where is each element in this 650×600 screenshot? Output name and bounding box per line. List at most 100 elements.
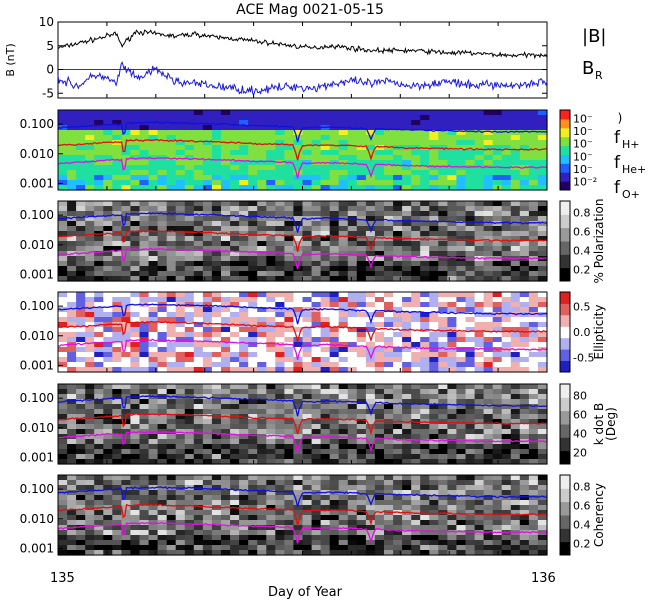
- heatmap-cell: [112, 444, 122, 450]
- heatmap-cell: [184, 185, 195, 191]
- heatmap-cell: [356, 135, 367, 141]
- heatmap-cell: [202, 505, 213, 511]
- heatmap-cell: [356, 246, 367, 252]
- heatmap-cell: [438, 271, 448, 277]
- heatmap-cell: [492, 394, 503, 400]
- heatmap-cell: [221, 530, 231, 536]
- heatmap-cell: [384, 394, 394, 400]
- heatmap-cell: [365, 530, 376, 536]
- heatmap-cell: [230, 444, 240, 450]
- heatmap-cell: [519, 276, 530, 282]
- heatmap-cell: [420, 170, 430, 176]
- heatmap-cell: [230, 216, 240, 222]
- heatmap-cell: [474, 226, 485, 232]
- heatmap-cell: [85, 550, 95, 556]
- heatmap-cell: [193, 271, 204, 277]
- heatmap-cell: [384, 414, 394, 420]
- heatmap-cell: [221, 165, 231, 171]
- heatmap-cell: [211, 271, 222, 277]
- heatmap-cell: [266, 231, 276, 237]
- heatmap-cell: [438, 226, 448, 232]
- heatmap-cell: [230, 510, 240, 516]
- heatmap-cell: [193, 201, 204, 207]
- heatmap-cell: [447, 525, 458, 531]
- heatmap-cell: [130, 160, 141, 166]
- heatmap-cell: [311, 261, 322, 267]
- heatmap-cell: [447, 500, 458, 506]
- heatmap-cell: [139, 221, 150, 227]
- colorbar-segment: [560, 397, 570, 412]
- heatmap-cell: [519, 271, 530, 277]
- heatmap-cell: [365, 180, 376, 186]
- heatmap-cell: [293, 394, 304, 400]
- heatmap-cell: [202, 266, 213, 272]
- heatmap-cell: [85, 150, 95, 156]
- heatmap-cell: [85, 485, 95, 491]
- heatmap-cell: [501, 357, 512, 363]
- heatmap-cell: [384, 266, 394, 272]
- y-tick-label: 0.001: [20, 267, 54, 281]
- heatmap-cell: [347, 459, 358, 465]
- heatmap-cell: [374, 271, 385, 277]
- heatmap-cell: [492, 231, 503, 237]
- heatmap-cell: [76, 317, 86, 323]
- heatmap-cell: [112, 347, 122, 353]
- heatmap-cell: [338, 206, 349, 212]
- heatmap-cell: [76, 337, 86, 343]
- f-o-line: [57, 247, 548, 270]
- heatmap-cell: [67, 110, 77, 116]
- heatmap-cell: [85, 170, 95, 176]
- heatmap-cell: [374, 261, 385, 267]
- heatmap-cell: [320, 276, 331, 282]
- heatmap-cell: [447, 216, 458, 222]
- heatmap-cell: [447, 206, 458, 212]
- heatmap-cell: [537, 302, 548, 308]
- heatmap-cell: [338, 246, 349, 252]
- heatmap-cell: [284, 241, 295, 247]
- heatmap-cell: [474, 459, 485, 465]
- heatmap-cell: [193, 510, 204, 516]
- heatmap-cell: [528, 367, 539, 373]
- heatmap-cell: [239, 459, 249, 465]
- heatmap-cell: [76, 429, 86, 435]
- heatmap-cell: [311, 145, 322, 151]
- heatmap-cell: [338, 409, 349, 415]
- heatmap-cell: [483, 510, 494, 516]
- heatmap-cell: [338, 130, 349, 136]
- heatmap-cell: [202, 434, 213, 440]
- heatmap-cell: [193, 246, 204, 252]
- heatmap-cell: [510, 337, 521, 343]
- heatmap-cell: [94, 175, 104, 181]
- heatmap-cell: [157, 145, 168, 151]
- heatmap-cell: [528, 120, 539, 126]
- heatmap-cell: [420, 495, 430, 501]
- heatmap-cell: [166, 125, 177, 131]
- heatmap-cell: [257, 419, 267, 425]
- heatmap-cell: [221, 485, 231, 491]
- heatmap-cell: [211, 545, 222, 551]
- heatmap-cell: [121, 312, 132, 318]
- heatmap-cell: [501, 399, 512, 405]
- heatmap-cell: [356, 384, 367, 390]
- heatmap-cell: [465, 459, 476, 465]
- heatmap-cell: [193, 459, 204, 465]
- heatmap-cell: [94, 251, 104, 257]
- heatmap-cell: [175, 500, 186, 506]
- heatmap-cell: [221, 495, 231, 501]
- heatmap-cell: [447, 535, 458, 541]
- heatmap-cell: [157, 409, 168, 415]
- heatmap-cell: [311, 226, 322, 232]
- heatmap-cell: [519, 140, 530, 146]
- heatmap-cell: [175, 221, 186, 227]
- heatmap-cell: [510, 150, 521, 156]
- colorbar-segment: [560, 326, 570, 339]
- heatmap-cell: [492, 327, 503, 333]
- heatmap-cell: [438, 216, 448, 222]
- heatmap-cell: [402, 302, 412, 308]
- heatmap-cell: [501, 367, 512, 373]
- heatmap-cell: [85, 140, 95, 146]
- heatmap-cell: [519, 449, 530, 455]
- heatmap-cell: [465, 404, 476, 410]
- heatmap-cell: [501, 332, 512, 338]
- heatmap-cell: [510, 206, 521, 212]
